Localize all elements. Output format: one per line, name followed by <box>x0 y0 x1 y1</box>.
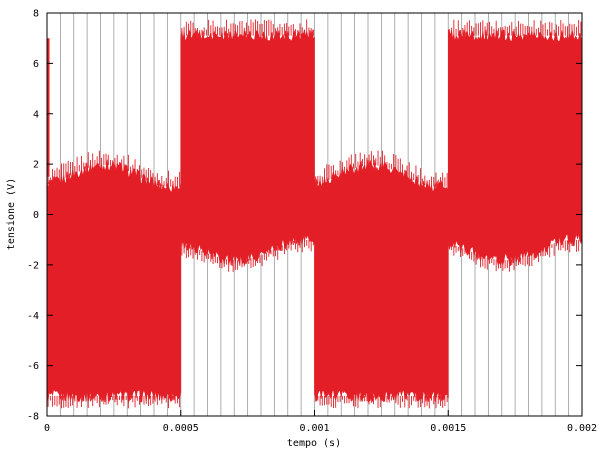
series-band <box>448 29 583 267</box>
y-axis-ticks: -8 -6 -4 -2 0 2 4 6 8 <box>27 9 582 423</box>
x-axis-ticks: 0 0.0005 0.001 0.0015 0.002 <box>44 410 597 434</box>
x-tick-label: 0.0005 <box>163 423 199 434</box>
y-tick-label: 2 <box>33 160 39 171</box>
series-band <box>180 29 315 267</box>
y-tick-label: 0 <box>33 210 39 221</box>
y-tick-label: -8 <box>27 412 39 423</box>
y-axis-title: tensione (V) <box>6 178 17 250</box>
x-tick-label: 0.001 <box>299 423 329 434</box>
y-tick-label: 8 <box>33 9 39 20</box>
series-band <box>46 159 182 403</box>
series-band <box>314 159 449 403</box>
y-tick-label: -6 <box>27 361 39 372</box>
y-tick-label: -4 <box>27 311 39 322</box>
y-tick-label: 6 <box>33 59 39 70</box>
x-axis-title: tempo (s) <box>287 438 341 449</box>
series-layer <box>46 19 583 409</box>
x-tick-label: 0.002 <box>567 423 597 434</box>
x-tick-label: 0.0015 <box>430 423 466 434</box>
y-tick-label: -2 <box>27 260 39 271</box>
x-tick-label: 0 <box>44 423 50 434</box>
y-tick-label: 4 <box>33 109 39 120</box>
